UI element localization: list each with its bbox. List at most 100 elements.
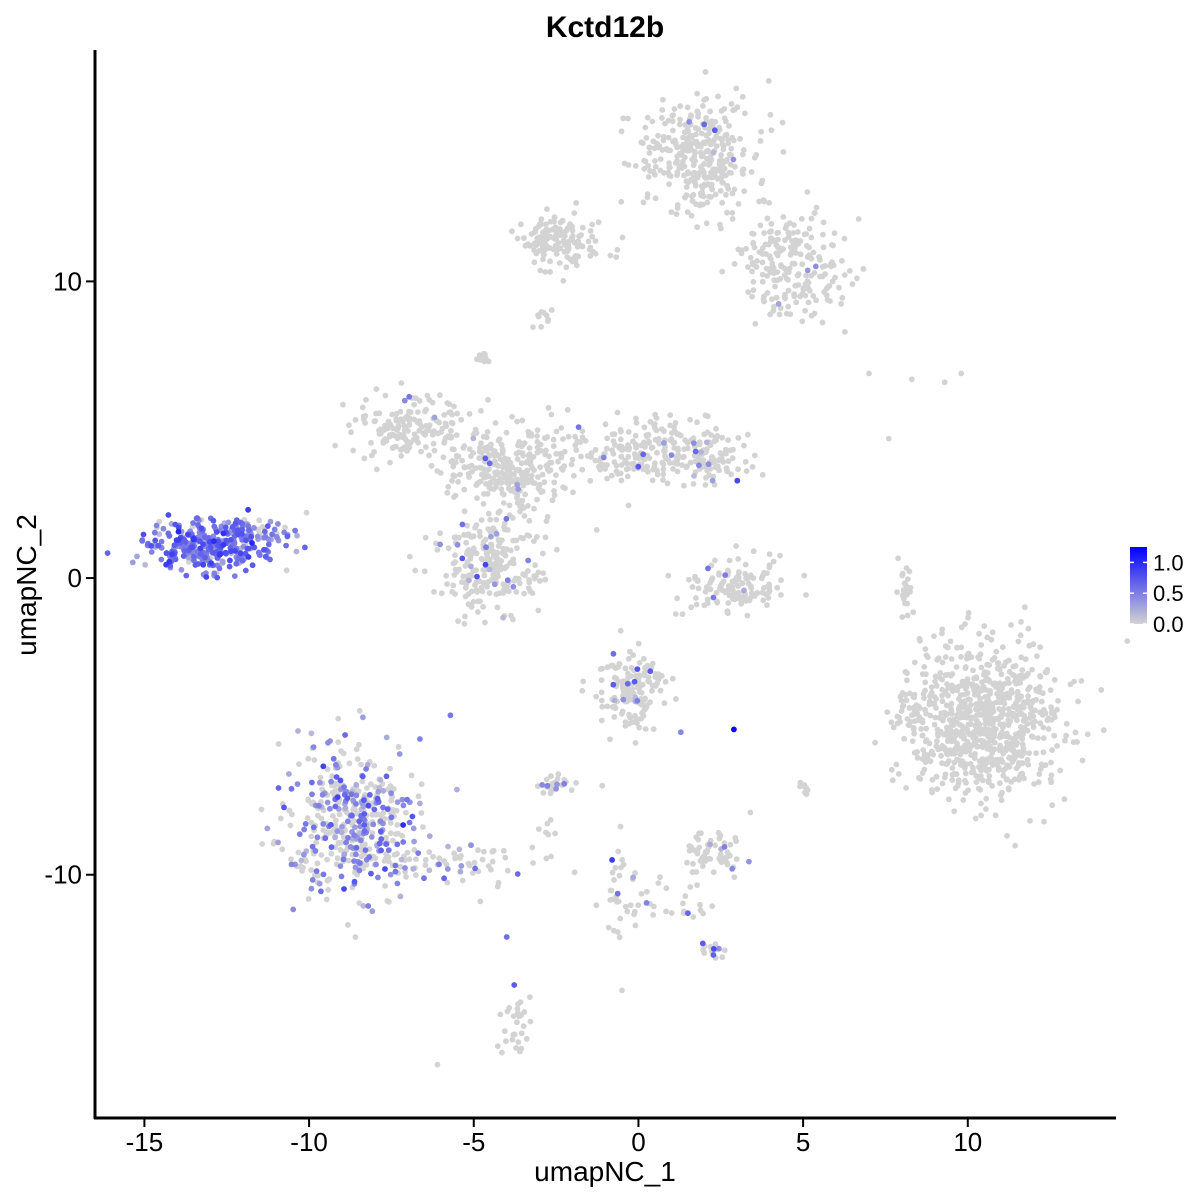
scatter-point (731, 261, 738, 267)
scatter-point (967, 696, 973, 703)
x-axis-ticks: -15 -10 -5 0 5 10 (126, 1118, 982, 1157)
scatter-point (380, 787, 387, 794)
scatter-point (388, 814, 395, 821)
scatter-point (238, 531, 245, 537)
scatter-point (702, 140, 708, 147)
scatter-point (190, 536, 197, 543)
scatter-point (965, 614, 971, 621)
scatter-point (548, 459, 555, 466)
scatter-point (303, 858, 309, 865)
scatter-point (564, 254, 571, 260)
scatter-point (872, 739, 878, 746)
scatter-point (414, 419, 421, 426)
scatter-point (991, 739, 998, 746)
scatter-point (953, 664, 960, 670)
scatter-point (731, 186, 738, 193)
scatter-point (550, 436, 557, 443)
scatter-point (407, 409, 414, 416)
scatter-point (568, 787, 575, 793)
scatter-point (375, 874, 381, 881)
scatter-point (760, 597, 767, 604)
scatter-point (390, 444, 397, 451)
scatter-point (803, 592, 809, 598)
scatter-point (810, 249, 817, 256)
scatter-point (335, 739, 342, 745)
scatter-point (459, 579, 465, 585)
scatter-point (353, 781, 360, 788)
scatter-point (740, 166, 747, 173)
scatter-point (216, 565, 223, 572)
x-tick-label: 5 (796, 1127, 810, 1157)
scatter-point (608, 662, 615, 669)
scatter-point (625, 429, 632, 435)
scatter-point (382, 883, 388, 889)
scatter-point (579, 687, 586, 694)
scatter-point (633, 672, 640, 679)
scatter-point (348, 791, 355, 798)
scatter-point (1048, 704, 1054, 710)
scatter-point (954, 712, 960, 718)
scatter-point (691, 179, 698, 186)
scatter-point (258, 806, 265, 813)
scatter-point (222, 549, 229, 556)
scatter-point (999, 644, 1006, 651)
scatter-point (624, 473, 631, 480)
scatter-point (527, 461, 534, 468)
scatter-point (684, 209, 691, 216)
scatter-point (587, 477, 594, 484)
scatter-point (476, 528, 483, 535)
scatter-point (156, 531, 163, 537)
scatter-point (687, 884, 694, 890)
scatter-point (902, 600, 908, 607)
scatter-point (965, 609, 972, 616)
scatter-point (625, 502, 632, 509)
scatter-point (707, 154, 714, 160)
scatter-point (485, 510, 492, 517)
scatter-point (286, 771, 292, 777)
scatter-point (518, 460, 525, 467)
scatter-point (1006, 680, 1012, 686)
scatter-point (534, 496, 540, 503)
scatter-point (776, 245, 783, 252)
scatter-point (649, 118, 656, 125)
scatter-point (758, 128, 764, 135)
scatter-point (622, 665, 629, 672)
scatter-point (449, 420, 456, 427)
scatter-point (954, 644, 960, 651)
scatter-point (437, 541, 443, 548)
scatter-point (735, 589, 742, 596)
scatter-point (605, 924, 612, 931)
scatter-point (239, 557, 246, 564)
scatter-point (352, 417, 359, 423)
scatter-point (211, 570, 218, 577)
scatter-point (685, 445, 691, 452)
scatter-point (245, 554, 252, 560)
scatter-point (704, 174, 711, 181)
scatter-point (320, 871, 327, 878)
scatter-point (899, 690, 906, 696)
scatter-point (775, 301, 782, 307)
scatter-point (394, 850, 400, 857)
scatter-point (985, 777, 992, 784)
scatter-point (609, 857, 615, 863)
scatter-point (339, 823, 345, 830)
scatter-point (374, 795, 381, 802)
scatter-point (939, 659, 946, 666)
scatter-point (888, 719, 895, 726)
scatter-point (731, 874, 738, 880)
scatter-point (1021, 699, 1027, 706)
scatter-point (759, 271, 766, 278)
scatter-point (376, 840, 383, 847)
scatter-point (739, 93, 746, 100)
scatter-point (337, 777, 344, 784)
scatter-point (987, 690, 993, 697)
scatter-point (747, 809, 754, 816)
scatter-point (1020, 731, 1026, 738)
scatter-point (804, 284, 811, 291)
scatter-point (990, 701, 996, 707)
scatter-point (640, 451, 647, 458)
scatter-point (686, 119, 692, 125)
scatter-point (989, 629, 996, 636)
scatter-point (790, 230, 796, 236)
scatter-point (711, 127, 718, 134)
